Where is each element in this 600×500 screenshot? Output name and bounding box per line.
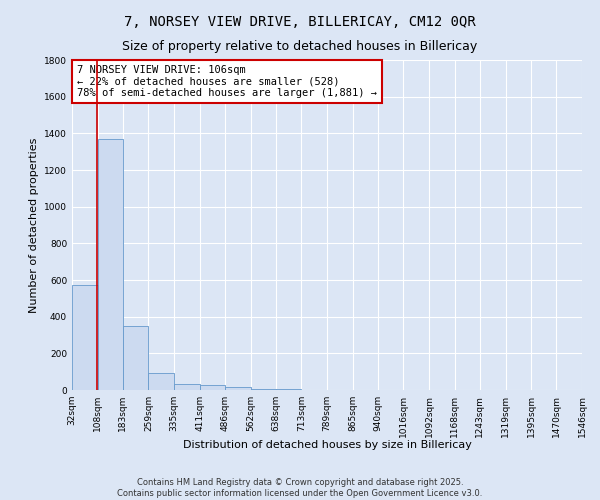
Bar	[72, 284, 98, 390]
Bar	[200, 384, 225, 390]
Bar	[225, 387, 251, 390]
Text: Contains HM Land Registry data © Crown copyright and database right 2025.
Contai: Contains HM Land Registry data © Crown c…	[118, 478, 482, 498]
Bar	[123, 326, 148, 390]
Text: 7, NORSEY VIEW DRIVE, BILLERICAY, CM12 0QR: 7, NORSEY VIEW DRIVE, BILLERICAY, CM12 0…	[124, 15, 476, 29]
Bar	[251, 389, 276, 390]
Y-axis label: Number of detached properties: Number of detached properties	[29, 138, 38, 312]
Text: 7 NORSEY VIEW DRIVE: 106sqm
← 22% of detached houses are smaller (528)
78% of se: 7 NORSEY VIEW DRIVE: 106sqm ← 22% of det…	[77, 65, 377, 98]
X-axis label: Distribution of detached houses by size in Billericay: Distribution of detached houses by size …	[182, 440, 472, 450]
Bar	[174, 384, 200, 390]
Bar	[98, 139, 123, 390]
Bar	[148, 372, 174, 390]
Text: Size of property relative to detached houses in Billericay: Size of property relative to detached ho…	[122, 40, 478, 53]
